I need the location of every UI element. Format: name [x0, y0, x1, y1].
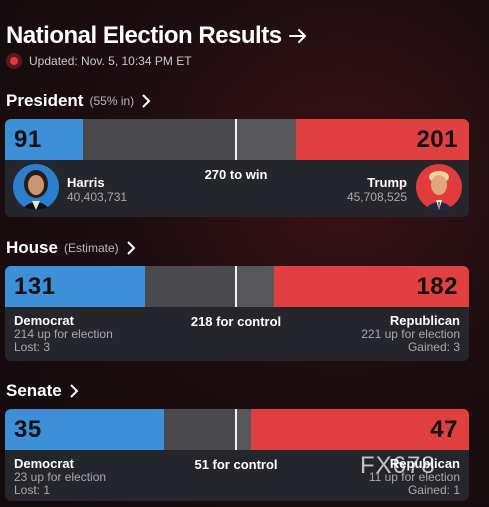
threshold-line: [235, 119, 237, 160]
senate-rep-segment: 47: [251, 409, 469, 450]
president-dem-votes: 91: [14, 125, 42, 153]
senate-dem-segment: 35: [5, 409, 167, 450]
house-title: House: [6, 238, 58, 257]
house-bar: 131 182: [5, 266, 469, 307]
president-uncalled-segment: [83, 119, 296, 160]
senate-uncalled-segment: [164, 409, 251, 450]
page-title-link[interactable]: National Election Results: [6, 22, 308, 50]
page-title: National Election Results: [6, 22, 282, 49]
senate-section-link[interactable]: Senate: [6, 381, 80, 401]
dem-candidate-votes: 40,403,731: [67, 190, 128, 204]
house-dem-party: Democrat: [14, 313, 74, 328]
senate-rep-change: Gained: 1: [407, 483, 460, 497]
live-dot-icon: [6, 53, 22, 69]
chevron-right-icon: [142, 94, 151, 108]
president-card[interactable]: 91 201 270 to win Harris 40,403,731 Trum…: [5, 119, 469, 217]
president-title: President: [6, 91, 84, 110]
senate-threshold: 51 for control: [194, 457, 278, 472]
updated-time: Updated: Nov. 5, 10:34 PM ET: [29, 54, 192, 68]
chevron-right-icon: [70, 384, 79, 398]
president-section-link[interactable]: President (55% in): [6, 91, 152, 111]
senate-rep-up: 11 up for election: [368, 470, 460, 484]
president-reporting: (55% in): [89, 94, 135, 108]
president-bar: 91 201: [5, 119, 469, 160]
trump-avatar: [416, 164, 462, 210]
arrow-right-icon: [288, 29, 306, 43]
house-rep-party: Republican: [389, 313, 460, 328]
chevron-right-icon: [126, 241, 136, 255]
senate-rep-party: Republican: [389, 456, 460, 471]
senate-bar: 35 47: [5, 409, 469, 450]
house-dem-change: Lost: 3: [14, 340, 51, 354]
house-dem-up: 214 up for election: [14, 327, 113, 341]
house-threshold: 218 for control: [190, 314, 282, 329]
president-threshold: 270 to win: [204, 167, 268, 182]
house-rep-segment: 182: [274, 266, 469, 307]
senate-dem-change: Lost: 1: [14, 483, 51, 497]
house-dem-seats: 131: [14, 272, 56, 300]
senate-title: Senate: [6, 381, 62, 400]
rep-candidate-votes: 45,708,525: [346, 190, 407, 204]
house-rep-seats: 182: [416, 272, 458, 300]
president-rep-votes: 201: [416, 125, 458, 153]
senate-rep-seats: 47: [430, 415, 458, 443]
person-icon: [424, 171, 454, 210]
threshold-line: [235, 409, 237, 450]
house-card[interactable]: 131 182 218 for control Democrat 214 up …: [5, 266, 469, 361]
harris-avatar: [13, 164, 59, 210]
president-dem-segment: 91: [5, 119, 83, 160]
president-rep-segment: 201: [296, 119, 469, 160]
senate-dem-party: Democrat: [14, 456, 74, 471]
dem-candidate-name: Harris: [67, 175, 105, 190]
rep-candidate-name: Trump: [367, 175, 407, 190]
watermark: FX678: [360, 452, 436, 479]
house-rep-change: Gained: 3: [407, 340, 460, 354]
threshold-line: [235, 266, 237, 307]
house-estimate-label: (Estimate): [63, 241, 119, 255]
person-icon: [21, 170, 51, 210]
update-status: Updated: Nov. 5, 10:34 PM ET: [6, 53, 192, 69]
house-dem-segment: 131: [5, 266, 145, 307]
house-section-link[interactable]: House (Estimate): [6, 238, 137, 258]
senate-dem-seats: 35: [14, 415, 42, 443]
senate-card[interactable]: 35 47 51 for control Democrat 23 up for …: [5, 409, 469, 501]
senate-dem-up: 23 up for election: [14, 470, 107, 484]
house-rep-up: 221 up for election: [361, 327, 460, 341]
house-uncalled-segment: [145, 266, 274, 307]
